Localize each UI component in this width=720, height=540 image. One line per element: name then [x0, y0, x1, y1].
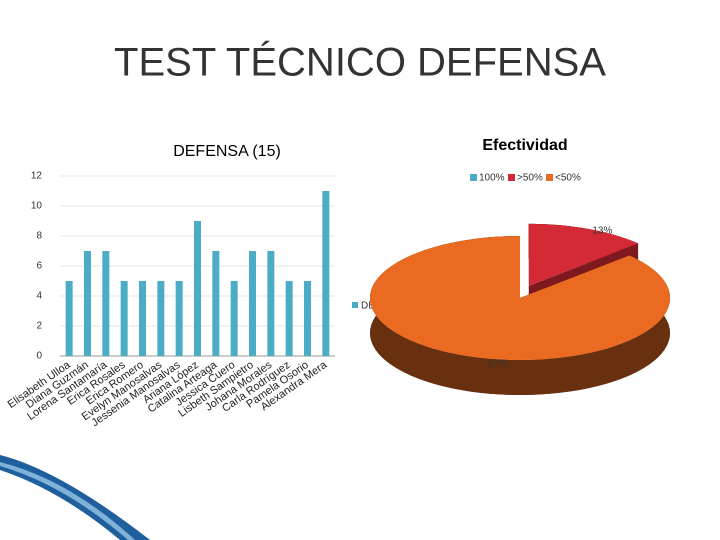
bar: [139, 281, 146, 356]
y-tick-label: 4: [36, 291, 42, 302]
data-label: 13%: [592, 226, 612, 237]
bar: [120, 281, 128, 356]
legend-swatch: [508, 174, 515, 181]
y-tick-label: 8: [36, 231, 42, 242]
legend-label: 100%: [479, 173, 505, 184]
legend-label: >50%: [517, 173, 543, 184]
y-tick-label: 6: [36, 261, 42, 272]
bar: [212, 251, 220, 356]
bar: [65, 281, 73, 356]
slide-title: TEST TÉCNICO DEFENSA: [114, 40, 606, 85]
bar: [230, 281, 238, 356]
bar-title: DEFENSA (15): [173, 143, 281, 160]
legend-swatch: [352, 302, 358, 308]
bar: [194, 221, 201, 356]
pie-slice: [528, 223, 639, 286]
legend-swatch: [546, 174, 553, 181]
y-tick-label: 2: [36, 321, 42, 332]
pie-slice: [369, 236, 670, 361]
bar: [322, 191, 330, 356]
bar: [304, 281, 311, 356]
bar: [84, 251, 91, 356]
data-label: 87%: [488, 359, 508, 370]
bar: [157, 281, 165, 356]
bar: [267, 251, 275, 356]
pie-title: Efectividad: [482, 137, 567, 154]
y-tick-label: 12: [31, 171, 43, 182]
legend-swatch: [470, 174, 477, 181]
y-tick-label: 10: [31, 201, 43, 212]
bar: [102, 251, 110, 356]
pie-3d: 13% 87%: [369, 223, 670, 395]
bar: [175, 281, 183, 356]
y-tick-label: 0: [36, 351, 42, 362]
decor-swoosh-light: [0, 462, 135, 540]
legend-label: <50%: [555, 173, 581, 184]
bar: [285, 281, 293, 356]
bar: [249, 251, 256, 356]
legend-label: DE: [361, 301, 375, 312]
